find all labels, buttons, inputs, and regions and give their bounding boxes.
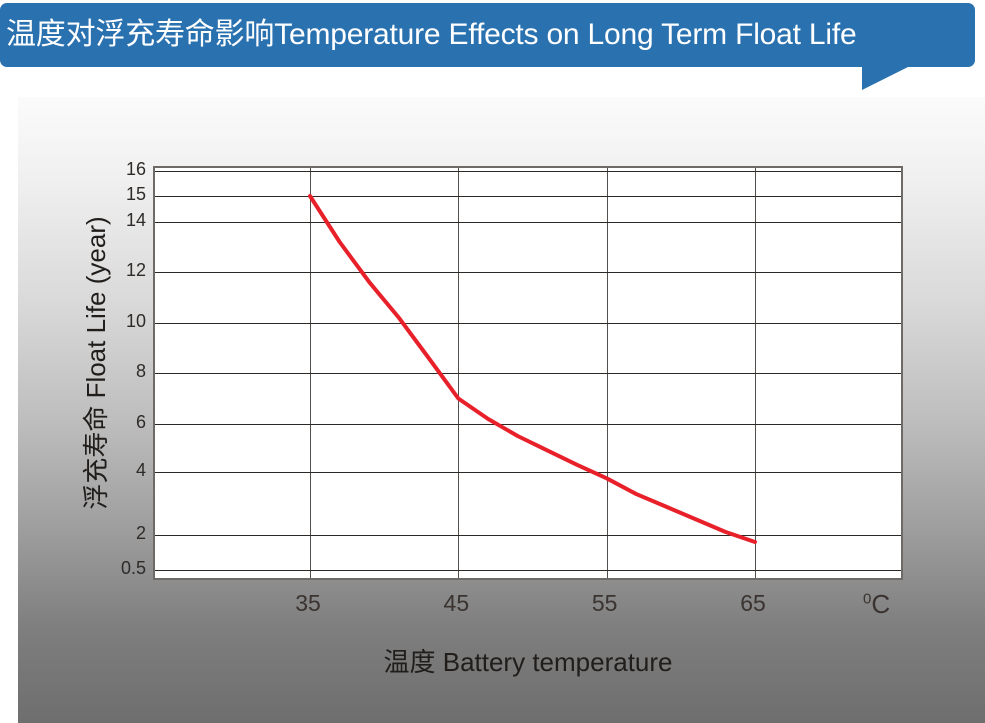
header-banner: 温度对浮充寿命影响Temperature Effects on Long Ter… (0, 3, 975, 67)
horizontal-gridline (155, 373, 901, 374)
x-axis-tick-label: 65 (740, 590, 766, 616)
plot-area (153, 166, 903, 580)
y-axis-tick-label: 16 (125, 159, 146, 179)
horizontal-gridline (155, 535, 901, 536)
float-life-curve (308, 194, 757, 544)
x-axis-unit-label: 0C (863, 591, 890, 617)
y-axis-tick-label: 6 (135, 412, 146, 432)
speech-bubble-tail (862, 66, 910, 90)
degree-superscript: 0 (863, 590, 872, 608)
horizontal-gridline (155, 272, 901, 273)
horizontal-gridline (155, 196, 901, 197)
y-axis-tick-label: 14 (125, 210, 146, 230)
y-axis-tick-label: 0.5 (120, 558, 146, 578)
x-axis-title: 温度 Battery temperature (383, 647, 673, 677)
page-title: 温度对浮充寿命影响Temperature Effects on Long Ter… (6, 18, 857, 51)
x-axis-tick-label: 45 (443, 590, 470, 616)
chart-panel: 浮充寿命 Float Life (year) 温度 Battery temper… (18, 97, 985, 723)
y-axis-tick-label: 4 (135, 460, 146, 480)
x-axis-tick-labels: 35 45 55 65 (153, 592, 903, 626)
y-axis-tick-label: 8 (135, 361, 146, 381)
celsius-letter: C (871, 589, 891, 619)
x-axis-tick-label: 35 (295, 590, 321, 616)
y-axis-tick-label: 2 (135, 523, 146, 543)
y-axis-tick-label: 10 (125, 311, 146, 331)
horizontal-gridline (155, 222, 901, 223)
y-axis-tick-label: 15 (125, 184, 146, 204)
horizontal-gridline (155, 323, 901, 324)
y-axis-tick-label: 12 (125, 260, 146, 280)
y-axis-tick-labels: 16 15 14 12 10 8 6 4 2 0.5 (96, 160, 146, 580)
horizontal-gridline (155, 171, 901, 172)
horizontal-gridline (155, 472, 901, 473)
horizontal-gridline (155, 424, 901, 425)
horizontal-gridline (155, 570, 901, 571)
x-axis-tick-label: 55 (591, 590, 618, 616)
